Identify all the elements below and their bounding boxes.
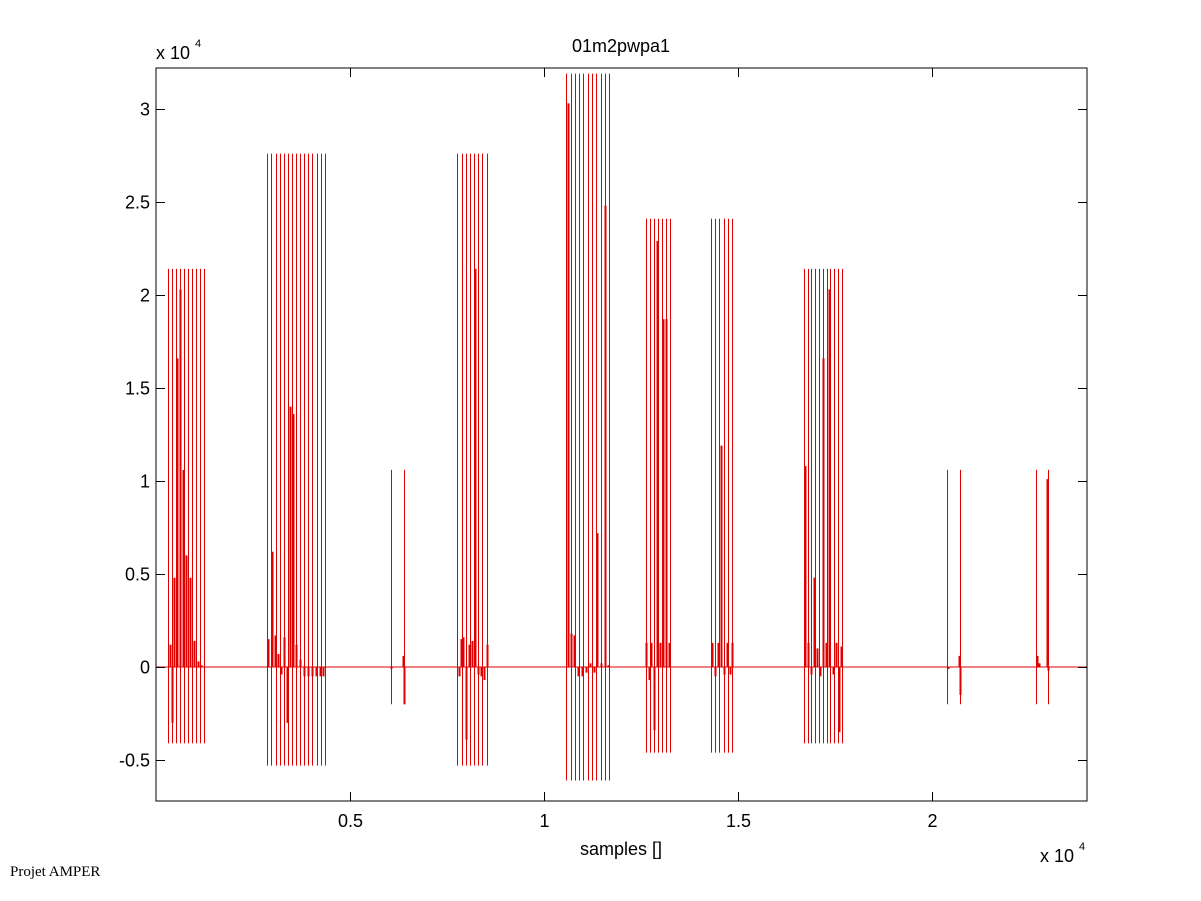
x-tick-label: 2 — [927, 811, 937, 831]
burst-8 — [804, 268, 843, 744]
x-tick-label: 0.5 — [338, 811, 363, 831]
y-tick-label: 2.5 — [125, 193, 150, 213]
y-exponent-base: x 10 — [156, 43, 190, 63]
burst-1 — [168, 268, 205, 744]
y-tick-label: 2 — [140, 286, 150, 306]
y-exponent-power: 4 — [195, 38, 201, 50]
chart-title: 01m2pwpa1 — [572, 36, 670, 56]
y-axis-exponent-label: x 10 4 — [156, 38, 201, 63]
y-tick-label: 1.5 — [125, 379, 150, 399]
signal-series — [156, 73, 1087, 781]
x-exponent-base: x 10 — [1040, 846, 1074, 866]
y-tick-label: -0.5 — [119, 751, 150, 771]
plot-area: 0.5 1 1.5 2 -0.5 0 0.5 1 1.5 2 2.5 3 — [119, 67, 1088, 831]
burst-4 — [457, 153, 489, 766]
credit-footer: Projet AMPER — [10, 864, 101, 880]
y-tick-label: 0.5 — [125, 565, 150, 585]
axes-frame — [155, 67, 1088, 802]
x-axis-exponent-label: x 10 4 — [1040, 841, 1085, 866]
x-tick-label: 1 — [539, 811, 549, 831]
burst-6 — [645, 218, 671, 753]
y-tick-label: 0 — [140, 658, 150, 678]
burst-2 — [267, 153, 326, 766]
y-tick-label: 1 — [140, 472, 150, 492]
burst-10 — [1036, 469, 1050, 705]
y-tick-label: 3 — [140, 100, 150, 120]
x-exponent-power: 4 — [1079, 841, 1085, 853]
burst-3 — [390, 469, 406, 705]
burst-9 — [947, 469, 962, 705]
axis-ticks: 0.5 1 1.5 2 -0.5 0 0.5 1 1.5 2 2.5 3 — [119, 68, 1087, 831]
x-axis-label: samples [] — [580, 839, 662, 859]
burst-5 — [566, 73, 610, 781]
burst-7 — [711, 218, 734, 753]
x-tick-label: 1.5 — [726, 811, 751, 831]
